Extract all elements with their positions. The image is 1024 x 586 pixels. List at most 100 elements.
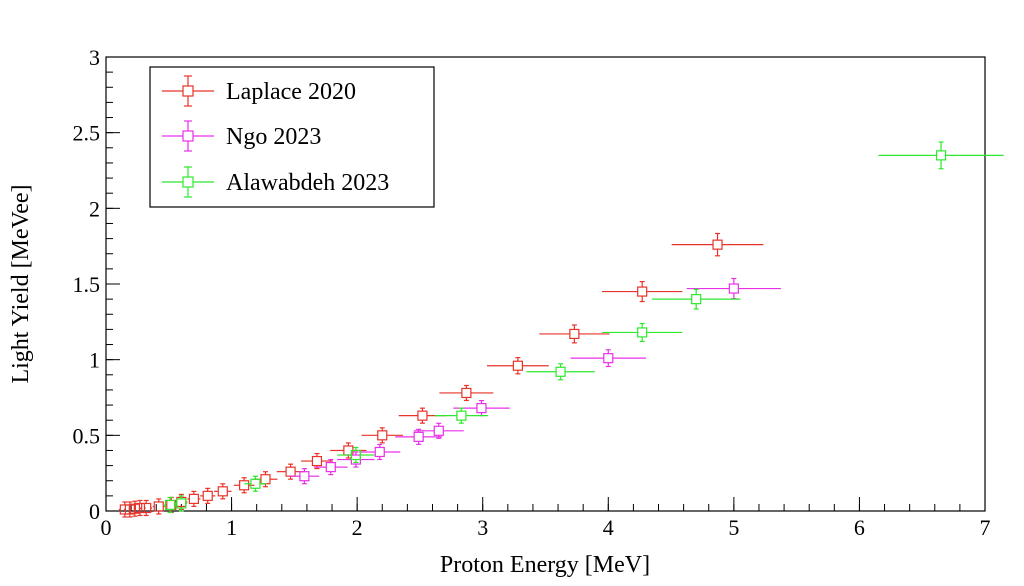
square-marker (413, 431, 424, 442)
square-marker (164, 499, 176, 511)
x-tick-label: 3 (477, 515, 488, 540)
data-point (439, 384, 494, 402)
data-point (570, 349, 646, 368)
data-point (175, 495, 188, 512)
data-point (601, 280, 683, 303)
data-point (330, 442, 367, 459)
data-point (133, 499, 146, 517)
legend-entry: Ngo 2023 (162, 120, 321, 152)
legend-entry: Laplace 2020 (162, 75, 356, 107)
square-marker (239, 480, 250, 491)
square-marker (134, 502, 146, 514)
square-marker (555, 366, 566, 377)
square-marker (250, 478, 261, 489)
legend: Laplace 2020 Ngo 2023 Alawabdeh 2023 (149, 66, 435, 208)
series-0 (118, 232, 764, 518)
legend-marker (182, 130, 194, 142)
data-point (361, 427, 403, 444)
x-tick-label: 0 (101, 515, 112, 540)
data-point (486, 356, 549, 375)
square-marker (728, 283, 739, 294)
series-1 (289, 277, 781, 485)
square-marker (433, 425, 444, 436)
square-marker (569, 328, 580, 340)
series-2 (164, 141, 1004, 514)
square-marker (456, 410, 467, 421)
data-point (244, 475, 267, 492)
data-point (128, 500, 141, 517)
data-point (671, 232, 764, 257)
data-point (337, 446, 375, 464)
data-point (313, 459, 348, 476)
square-marker (476, 402, 487, 414)
legend-label: Alawabdeh 2023 (226, 170, 389, 196)
y-tick-label: 2.5 (73, 121, 101, 146)
y-tick-label: 1 (89, 348, 100, 373)
square-marker (188, 493, 199, 504)
y-tick-label: 1.5 (73, 272, 101, 297)
data-point (140, 499, 153, 517)
data-point (651, 288, 741, 310)
data-point (395, 428, 443, 445)
x-tick-label: 5 (728, 515, 739, 540)
square-marker (141, 502, 152, 514)
y-tick-label: 0 (89, 499, 100, 524)
square-marker (691, 294, 702, 305)
square-marker (311, 455, 323, 467)
square-marker (637, 327, 648, 338)
data-point (453, 399, 510, 417)
square-marker (217, 486, 228, 497)
legend-label: Laplace 2020 (226, 79, 356, 105)
data-point (152, 498, 165, 515)
data-point (200, 487, 216, 504)
square-marker (260, 474, 271, 485)
data-point (686, 277, 781, 300)
square-marker (512, 360, 523, 371)
square-marker (350, 449, 361, 461)
square-marker (153, 501, 164, 512)
square-marker (935, 150, 947, 161)
square-marker (712, 239, 723, 250)
data-point (359, 443, 401, 461)
x-axis-title: Proton Energy [MeV] (440, 552, 650, 578)
square-marker (325, 462, 336, 473)
data-point (398, 407, 447, 424)
square-marker (637, 286, 648, 297)
data-point (187, 490, 201, 507)
x-tick-label: 2 (352, 515, 363, 540)
data-series (118, 141, 1004, 518)
data-point (601, 322, 683, 342)
y-tick-label: 3 (89, 45, 100, 70)
square-marker (417, 410, 428, 421)
square-marker (299, 471, 310, 482)
y-tick-label: 0.5 (73, 423, 101, 448)
y-tick-label: 2 (89, 196, 100, 221)
square-marker (202, 490, 213, 501)
x-tick-label: 6 (854, 515, 865, 540)
square-marker (377, 430, 388, 441)
legend-box (149, 66, 435, 208)
x-tick-label: 1 (226, 515, 237, 540)
data-point (413, 422, 464, 439)
y-axis-title: Light Yield [MeVee] (8, 184, 34, 383)
axis-ticks: 0 1 2 3 4 5 6 7 0 0.5 1 1.5 2 2.5 3 (73, 45, 991, 540)
data-point (289, 468, 320, 485)
x-tick-label: 7 (980, 515, 991, 540)
data-point (434, 407, 489, 424)
square-marker (374, 446, 385, 458)
data-point (164, 496, 177, 514)
square-marker (603, 353, 614, 364)
legend-label: Ngo 2023 (226, 124, 321, 150)
data-point (301, 452, 333, 470)
data-point (526, 363, 595, 381)
legend-entry: Alawabdeh 2023 (162, 166, 389, 198)
legend-marker (182, 85, 194, 97)
x-tick-label: 4 (603, 515, 614, 540)
data-point (539, 324, 610, 344)
data-point (878, 141, 1004, 170)
data-point (214, 483, 232, 500)
legend-marker (182, 176, 194, 188)
square-marker (176, 498, 187, 509)
square-marker (461, 387, 472, 399)
